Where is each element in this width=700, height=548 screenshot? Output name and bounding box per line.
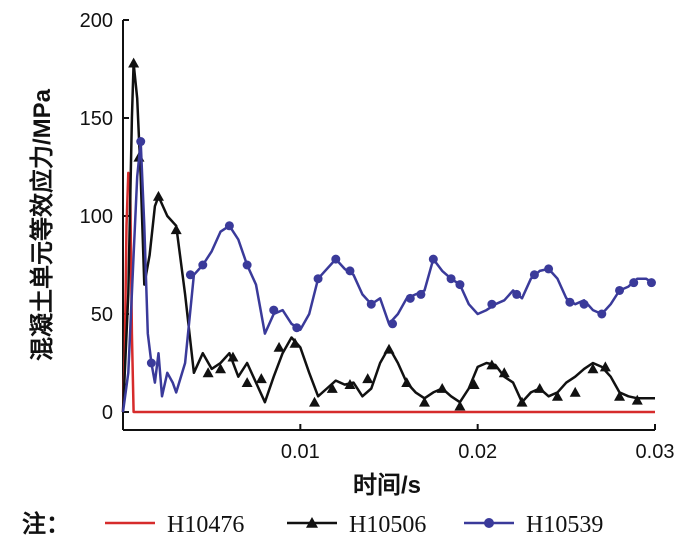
data-point-h10539 <box>242 260 252 270</box>
y-tick-label: 0 <box>102 402 113 424</box>
legend: 注： H10476 H10506 H10539 <box>22 510 603 538</box>
x-tick-label: 0.03 <box>636 441 675 463</box>
data-point-h10539 <box>198 260 208 270</box>
data-point-h10506 <box>614 390 626 401</box>
data-point-h10539 <box>579 299 589 309</box>
series-h10539 <box>121 137 656 413</box>
data-point-h10506 <box>486 359 498 370</box>
data-point-h10506 <box>516 396 528 407</box>
y-tick-label: 200 <box>80 10 113 32</box>
y-tick-label: 150 <box>80 108 113 130</box>
y-tick-label: 100 <box>80 206 113 228</box>
data-point-h10506 <box>170 224 182 235</box>
data-point-h10506 <box>599 361 611 372</box>
data-point-h10539 <box>446 274 456 284</box>
data-point-h10539 <box>388 319 398 329</box>
series-h10476 <box>121 171 655 414</box>
data-point-h10506 <box>454 400 466 411</box>
legend-marker-h10539 <box>484 518 494 528</box>
data-point-h10506 <box>436 382 448 393</box>
data-point-h10539 <box>428 254 438 264</box>
data-point-h10506 <box>498 367 510 378</box>
data-point-h10539 <box>455 280 465 290</box>
data-point-h10539 <box>269 305 279 315</box>
data-point-h10539 <box>366 299 376 309</box>
series-line-h10476 <box>121 171 655 414</box>
y-tick-label: 50 <box>91 304 113 326</box>
data-point-h10539 <box>345 266 355 276</box>
data-point-h10506 <box>241 377 253 387</box>
data-point-h10506 <box>273 341 285 352</box>
data-point-h10539 <box>185 270 195 280</box>
data-point-h10506 <box>255 373 267 384</box>
data-point-h10539 <box>646 278 656 288</box>
series-line-h10539 <box>121 140 656 413</box>
data-point-h10506 <box>551 390 563 401</box>
data-point-h10506 <box>152 190 164 201</box>
data-point-h10506 <box>383 343 395 354</box>
data-point-h10506 <box>534 382 546 393</box>
data-point-h10506 <box>468 379 480 389</box>
data-point-h10539 <box>629 278 639 288</box>
data-point-h10506 <box>587 363 599 374</box>
legend-label-h10539: H10539 <box>526 512 603 538</box>
data-point-h10506 <box>215 363 227 374</box>
data-point-h10539 <box>313 274 323 284</box>
data-point-h10539 <box>292 323 302 333</box>
legend-note-label: 注： <box>22 510 70 538</box>
data-point-h10506 <box>227 351 239 362</box>
x-tick-label: 0.01 <box>281 441 320 463</box>
data-point-h10539 <box>529 270 539 280</box>
series-h10506 <box>121 57 655 413</box>
data-point-h10539 <box>405 293 415 303</box>
legend-label-h10476: H10476 <box>167 512 244 538</box>
x-tick-label: 0.02 <box>458 441 497 463</box>
data-point-h10506 <box>631 394 643 405</box>
data-point-h10539 <box>331 254 341 264</box>
x-axis-title: 时间/s <box>353 472 421 499</box>
data-point-h10506 <box>326 382 338 393</box>
legend-label-h10506: H10506 <box>349 512 426 538</box>
data-point-h10506 <box>289 337 301 348</box>
data-point-h10539 <box>512 289 522 299</box>
series-line-h10506 <box>121 61 655 413</box>
data-point-h10539 <box>615 285 625 295</box>
data-point-h10506 <box>128 57 140 68</box>
data-point-h10539 <box>597 309 607 319</box>
data-point-h10539 <box>565 297 575 307</box>
data-point-h10539 <box>136 137 146 147</box>
data-point-h10506 <box>362 373 374 384</box>
data-point-h10506 <box>401 377 413 387</box>
y-axis-title: 混凝土单元等效应力/MPa <box>28 88 56 361</box>
data-point-h10506 <box>569 386 581 397</box>
data-point-h10506 <box>309 396 321 407</box>
data-point-h10539 <box>416 289 426 299</box>
data-point-h10506 <box>202 367 214 378</box>
data-point-h10539 <box>146 358 156 368</box>
data-point-h10506 <box>418 396 430 407</box>
data-point-h10539 <box>487 299 497 309</box>
plot-area: 0 50 100 150 200 0.01 0.02 0.03 <box>80 10 675 463</box>
data-point-h10539 <box>544 264 554 274</box>
data-point-h10506 <box>344 379 356 389</box>
data-point-h10539 <box>224 221 234 231</box>
legend-marker-h10506 <box>306 517 318 528</box>
